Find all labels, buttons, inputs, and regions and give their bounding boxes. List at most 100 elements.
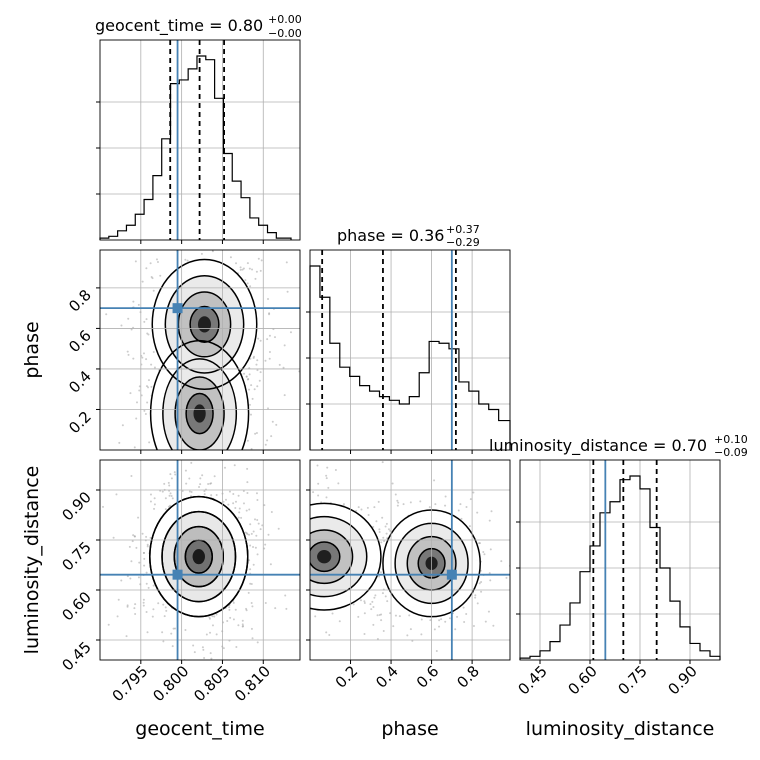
xlabel-luminosity-distance: luminosity_distance (526, 718, 715, 740)
sample-point (283, 394, 286, 397)
sample-point (153, 465, 155, 467)
sample-point (174, 627, 177, 630)
sample-point (331, 612, 334, 615)
sample-point (376, 614, 379, 617)
sample-point (162, 640, 165, 643)
sample-point (161, 490, 164, 493)
sample-point (164, 497, 167, 500)
sample-point (307, 558, 309, 560)
sample-point (293, 532, 295, 534)
sample-point (264, 498, 266, 500)
sample-point (241, 268, 244, 271)
sample-point (156, 261, 159, 264)
sample-point (231, 477, 233, 479)
sample-point (265, 615, 267, 617)
sample-point (488, 572, 491, 575)
sample-point (268, 357, 271, 360)
sample-point (137, 303, 140, 306)
sample-point (167, 505, 170, 508)
sample-point (197, 478, 199, 480)
sample-point (297, 552, 299, 554)
sample-point (376, 637, 379, 640)
sample-point (274, 607, 277, 610)
sample-point (258, 379, 261, 382)
sample-point (250, 627, 253, 630)
sample-point (283, 604, 285, 606)
sample-point (190, 461, 193, 464)
sample-point (256, 553, 259, 556)
sample-point (306, 551, 308, 553)
sample-point (250, 601, 253, 604)
sample-point (282, 577, 284, 579)
sample-point (245, 609, 248, 612)
sample-point (239, 515, 241, 517)
sample-point (147, 379, 150, 382)
sample-point (227, 503, 230, 506)
sample-point (409, 501, 412, 504)
sample-point (282, 585, 284, 587)
sample-point (223, 466, 226, 469)
sample-point (429, 619, 432, 622)
sample-point (145, 318, 148, 321)
truth-marker (172, 303, 183, 314)
sample-point (185, 463, 187, 465)
sample-point (209, 652, 212, 655)
sample-point (246, 467, 249, 470)
sample-point (272, 530, 274, 532)
sample-point (435, 649, 438, 652)
sample-point (153, 507, 156, 510)
sample-point (129, 453, 131, 455)
density-panel-geocent-time-phase (96, 233, 301, 500)
sample-point (205, 243, 207, 245)
contour-line (310, 515, 368, 598)
sample-point (146, 631, 149, 634)
sample-point (142, 604, 145, 607)
sample-point (462, 606, 465, 609)
sample-point (164, 454, 166, 456)
sample-point (325, 496, 328, 499)
sample-point (255, 270, 258, 273)
sample-point (173, 466, 175, 468)
sample-point (289, 557, 291, 559)
sample-point (129, 577, 132, 580)
sample-point (160, 464, 162, 466)
sample-point (370, 608, 373, 611)
sample-point (397, 501, 400, 504)
sample-point (287, 501, 289, 503)
sample-point (222, 647, 225, 650)
histogram-line (519, 475, 721, 660)
sample-point (210, 482, 213, 485)
sample-point (367, 513, 370, 516)
sample-point (307, 543, 309, 545)
sample-point (317, 494, 320, 497)
sample-point (141, 532, 144, 535)
sample-point (203, 233, 205, 235)
sample-point (433, 628, 436, 631)
sample-point (372, 525, 375, 528)
sample-point (256, 499, 259, 502)
sample-point (243, 372, 246, 375)
sample-point (206, 452, 208, 454)
sample-point (152, 608, 155, 611)
sample-point (167, 481, 170, 484)
sample-point (256, 369, 259, 372)
sample-point (151, 277, 154, 280)
sample-point (201, 458, 203, 460)
sample-point (134, 260, 137, 263)
sample-point (246, 491, 249, 494)
sample-point (210, 494, 213, 497)
sample-point (190, 490, 193, 493)
sample-point (381, 516, 384, 519)
tick-label-y-phase: 0.4 (65, 367, 95, 397)
sample-point (225, 472, 227, 474)
sample-point (257, 620, 259, 622)
sample-point (409, 628, 412, 631)
sample-point (254, 432, 257, 435)
sample-point (157, 246, 159, 248)
title-phase: phase = 0.36 (337, 226, 444, 245)
tick-label-y-phase: 0.8 (65, 286, 95, 316)
sample-point (267, 571, 269, 573)
sample-point (297, 552, 299, 554)
sample-point (148, 441, 151, 444)
sample-point (256, 359, 259, 362)
